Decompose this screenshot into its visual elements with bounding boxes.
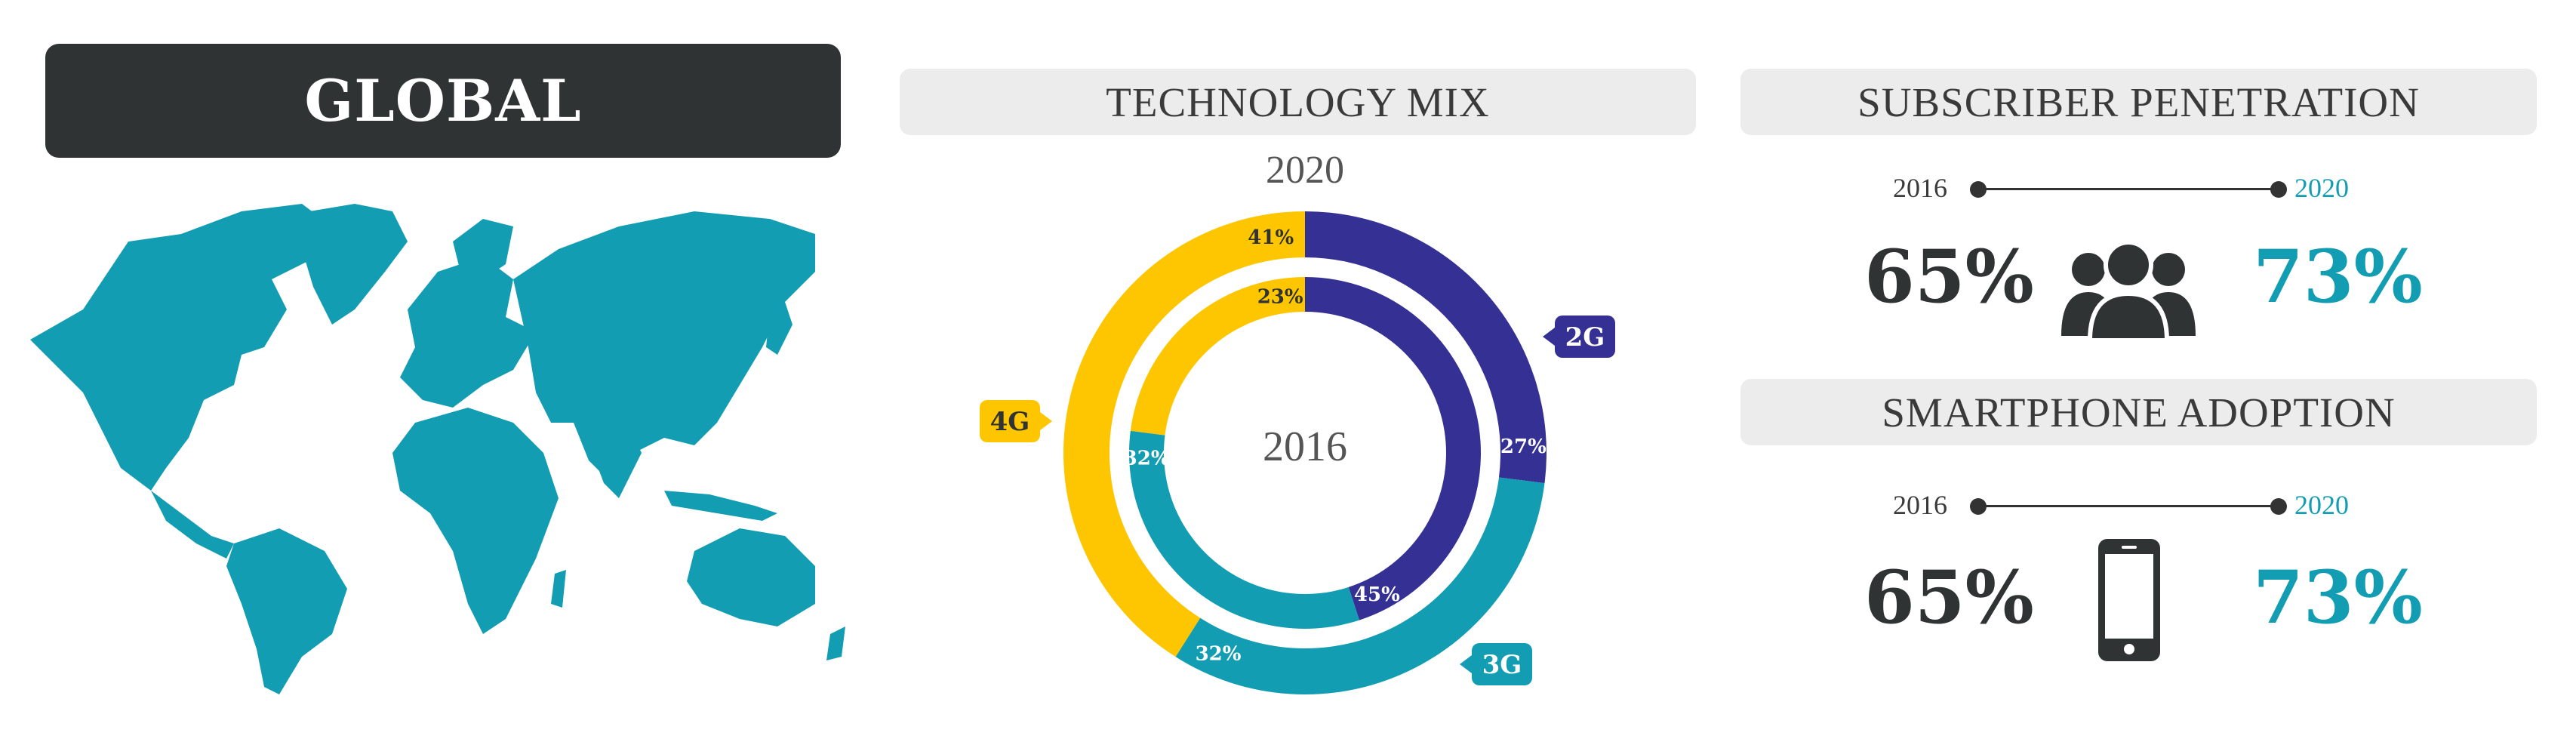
smart-end-dot [2270,498,2287,515]
outer-year-label: 2020 [1266,151,1344,192]
new-zealand-shape [826,626,845,660]
subs-end-dot [2270,181,2287,198]
north-america-shape [30,204,332,491]
smart-timeline [1977,505,2279,507]
data-label-2020-2g: 27% [1500,436,1547,458]
madagascar-shape [551,570,566,608]
slice-2016-2g [1305,277,1481,620]
greenland-shape [302,204,408,325]
slice-labels: 27% 32% 41% 45% 32% 23% [1124,226,1547,666]
legend-3g: 3G [1460,643,1532,685]
legend-label-2g: 2G [1565,322,1605,352]
subs-start-value: 65% [1864,234,2034,319]
technology-mix-title: TECHNOLOGY MIX [900,69,1696,135]
smartphone-adoption-title: SMARTPHONE ADOPTION [1740,379,2537,445]
subscriber-penetration-title: SUBSCRIBER PENETRATION [1740,69,2537,135]
africa-shape [392,408,559,634]
europe-shape [400,257,536,408]
data-label-2016-2g: 45% [1354,583,1400,606]
people-icon [2061,240,2196,343]
slice-2020-4g [1063,211,1305,657]
data-label-2016-4g: 23% [1257,286,1303,309]
japan-shape [766,302,792,355]
inner-ring-2016 [1129,277,1481,629]
outer-ring-2020 [1063,211,1547,694]
slice-2020-3g [1175,477,1545,694]
slice-2016-3g [1129,430,1360,629]
legend-4g: 4G [980,400,1052,442]
data-label-2020-3g: 32% [1196,643,1242,666]
subs-timeline [1977,188,2279,190]
slice-2016-4g [1130,277,1305,436]
global-title: GLOBAL [45,44,841,158]
legend-label-4g: 4G [990,407,1030,437]
south-america-shape [226,528,347,694]
subs-end-value: 73% [2253,234,2423,319]
indonesia-shape [664,491,777,521]
data-label-2016-3g: 32% [1124,448,1170,470]
data-label-2020-4g: 41% [1248,226,1294,249]
subs-start-year: 2016 [1893,173,1947,203]
legend-2g: 2G [1543,316,1615,358]
asia-shape [513,211,815,483]
subs-end-year: 2020 [2294,173,2349,203]
smart-start-year: 2016 [1893,490,1947,520]
smart-start-value: 65% [1864,555,2034,640]
inner-year-label: 2016 [1263,423,1347,470]
smart-end-value: 73% [2253,555,2423,640]
technology-mix-chart: 27% 32% 41% 45% 32% 23% 2020 2016 2G 3G 4G [980,151,1615,694]
legend-callouts: 2G 3G 4G [980,316,1615,685]
legend-label-3g: 3G [1482,650,1522,680]
australia-shape [687,528,815,626]
india-shape [589,423,642,498]
scandinavia-shape [453,219,513,279]
world-map-icon [30,204,845,694]
smartphone-icon [2098,539,2160,661]
central-america-shape [151,491,234,559]
slice-2020-2g [1305,211,1547,484]
smart-end-year: 2020 [2294,490,2349,520]
